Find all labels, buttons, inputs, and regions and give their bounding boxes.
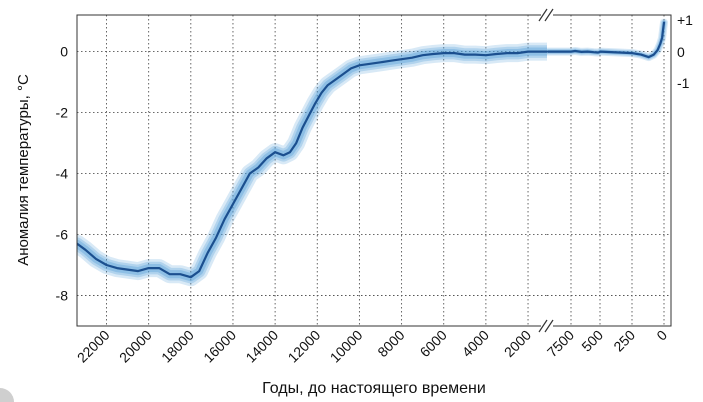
y-tick-label-right: +1 [677, 12, 693, 28]
x-tick-label: 16000 [200, 327, 239, 366]
x-tick-label-right: 0 [653, 327, 670, 344]
y-tick-label: -8 [56, 288, 69, 304]
axis-break-slash [538, 8, 548, 22]
axis-break-slash [544, 8, 554, 22]
x-tick-label: 12000 [285, 327, 324, 366]
x-tick-label: 18000 [158, 327, 197, 366]
x-axis-label: Годы, до настоящего времени [262, 380, 486, 397]
series-right-line [547, 21, 666, 59]
x-tick-label: 10000 [327, 327, 366, 366]
y-tick-label: -2 [56, 105, 69, 121]
y-tick-label-right: 0 [677, 44, 685, 60]
x-tick-label: 20000 [116, 327, 155, 366]
y-tick-label-right: -1 [677, 75, 690, 91]
y-tick-label: -4 [56, 166, 69, 182]
x-tick-label: 4000 [459, 327, 492, 360]
series-left-line-group [77, 50, 547, 279]
series-lines [77, 21, 666, 279]
series-right-line-group [547, 21, 666, 59]
axis-break-gap [541, 9, 553, 21]
axis-break-gap [541, 320, 553, 332]
x-tick-label: 2000 [501, 327, 534, 360]
x-tick-label-right: 250 [610, 327, 638, 355]
x-tick-label: 6000 [417, 327, 450, 360]
y-tick-label: 0 [60, 44, 68, 60]
axis-break-slash [544, 319, 554, 333]
x-tick-label-right: 500 [578, 327, 606, 355]
y-tick-label: -6 [56, 227, 69, 243]
y-axis-label: Аномалия температуры, °C [15, 74, 32, 266]
axis-break-slash [538, 319, 548, 333]
x-tick-label: 8000 [374, 327, 407, 360]
x-tick-label: 14000 [242, 327, 281, 366]
axis-break-marks [538, 8, 554, 333]
x-tick-label: 22000 [74, 327, 113, 366]
plot-frame [76, 14, 672, 327]
series-left-line [77, 50, 547, 279]
